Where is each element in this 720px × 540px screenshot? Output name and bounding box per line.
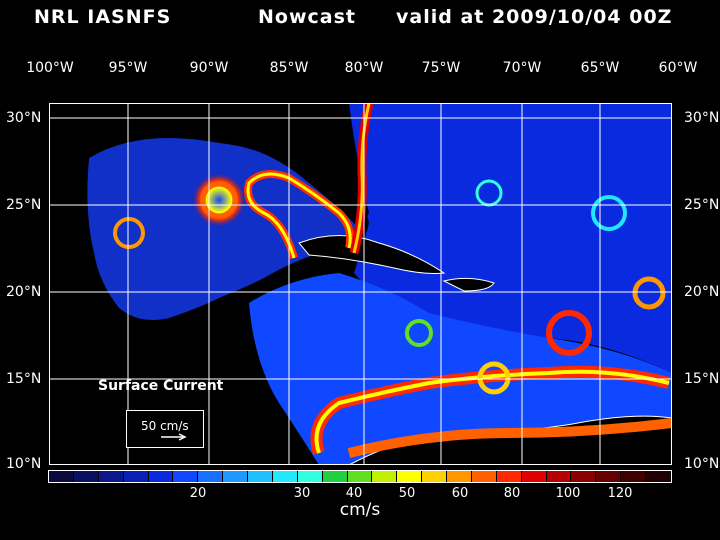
- colorbar-segment: [471, 471, 497, 482]
- lon-label: 90°W: [189, 60, 229, 76]
- colorbar-tick: 40: [345, 486, 363, 501]
- valid-time: valid at 2009/10/04 00Z: [396, 6, 673, 28]
- colorbar-segment: [248, 471, 273, 482]
- lat-label-left: 10°N: [6, 456, 42, 472]
- eddy: [632, 276, 666, 310]
- lon-label: 80°W: [344, 60, 384, 76]
- lat-label-left: 30°N: [6, 110, 42, 126]
- lon-label: 95°W: [108, 60, 148, 76]
- colorbar-segment: [646, 471, 671, 482]
- atlantic-water: [349, 103, 672, 373]
- colorbar-segment: [422, 471, 447, 482]
- colorbar-segment: [322, 471, 348, 482]
- arrow-right-icon: [161, 433, 187, 441]
- lon-label: 70°W: [502, 60, 542, 76]
- field-label: Surface Current: [98, 378, 224, 394]
- lon-label: 100°W: [26, 60, 74, 76]
- product-source: NRL IASNFS: [34, 6, 172, 28]
- colorbar-segment: [571, 471, 597, 482]
- colorbar-segment: [447, 471, 472, 482]
- eddy: [546, 310, 592, 356]
- lat-label-right: 30°N: [684, 110, 720, 126]
- eddy: [591, 195, 627, 231]
- eddy: [113, 217, 145, 249]
- eddy: [477, 361, 511, 395]
- product-type: Nowcast: [258, 6, 356, 28]
- lon-label: 75°W: [421, 60, 461, 76]
- colorbar-segment: [98, 471, 124, 482]
- lat-label-right: 10°N: [684, 456, 720, 472]
- colorbar-tick: 30: [293, 486, 311, 501]
- colorbar-segment: [372, 471, 398, 482]
- colorbar-segment: [521, 471, 547, 482]
- colorbar-units: cm/s: [339, 500, 381, 520]
- colorbar-segment: [173, 471, 199, 482]
- vector-scale-legend: 50 cm/s: [126, 410, 204, 448]
- florida-land: [307, 103, 367, 223]
- gulf-eddy: [191, 172, 247, 228]
- colorbar-segment: [148, 471, 174, 482]
- eddy: [405, 319, 433, 347]
- colorbar-segment: [397, 471, 423, 482]
- caribbean-water: [249, 273, 672, 465]
- current-map: [49, 103, 672, 465]
- lon-label: 60°W: [658, 60, 698, 76]
- lat-label-left: 20°N: [6, 284, 42, 300]
- colorbar-segment: [297, 471, 323, 482]
- colorbar: [48, 470, 672, 483]
- colorbar-segment: [347, 471, 373, 482]
- colorbar-tick: 20: [189, 486, 207, 501]
- colorbar-tick: 80: [503, 486, 521, 501]
- colorbar-segment: [596, 471, 622, 482]
- colorbar-segment: [73, 471, 99, 482]
- hispaniola-land: [442, 277, 495, 292]
- colorbar-tick: 120: [607, 486, 633, 501]
- colorbar-tick: 100: [555, 486, 581, 501]
- mexico-land: [49, 103, 369, 465]
- lat-label-left: 15°N: [6, 371, 42, 387]
- colorbar-segment: [123, 471, 149, 482]
- lat-label-right: 20°N: [684, 284, 720, 300]
- colorbar-segment: [272, 471, 298, 482]
- lat-label-left: 25°N: [6, 197, 42, 213]
- colorbar-segment: [198, 471, 224, 482]
- lon-label: 65°W: [580, 60, 620, 76]
- colorbar-tick: 50: [398, 486, 416, 501]
- colorbar-segment: [621, 471, 646, 482]
- colorbar-tick: 60: [451, 486, 469, 501]
- graticule: [49, 103, 672, 465]
- colorbar-segment: [49, 471, 74, 482]
- lat-label-right: 25°N: [684, 197, 720, 213]
- lon-label: 85°W: [269, 60, 309, 76]
- vector-scale-label: 50 cm/s: [141, 419, 189, 433]
- lat-label-right: 15°N: [684, 371, 720, 387]
- colorbar-segment: [223, 471, 248, 482]
- colorbar-segment: [496, 471, 522, 482]
- colorbar-segment: [546, 471, 572, 482]
